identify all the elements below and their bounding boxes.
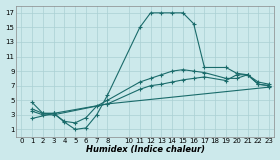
- X-axis label: Humidex (Indice chaleur): Humidex (Indice chaleur): [86, 145, 205, 154]
